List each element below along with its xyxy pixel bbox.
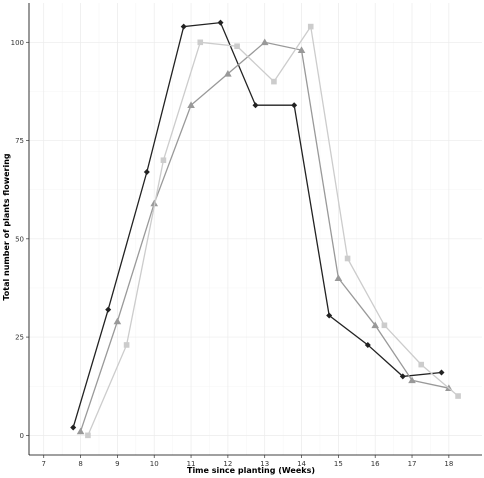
series-3-point xyxy=(160,157,167,164)
x-tick-label: 14 xyxy=(297,460,306,468)
y-tick-label: 25 xyxy=(15,334,24,342)
series-1 xyxy=(70,19,445,431)
series-1-point xyxy=(105,306,112,313)
y-tick-label: 75 xyxy=(15,137,24,145)
series-2-point xyxy=(371,321,379,329)
series-3-point xyxy=(234,43,240,50)
y-axis-ticks: 0 25 50 75 100 xyxy=(11,39,29,440)
series-1-point xyxy=(399,373,406,380)
series-2-point xyxy=(260,38,269,46)
x-tick-label: 16 xyxy=(371,460,380,468)
series-2-point xyxy=(297,46,306,54)
series-3-point xyxy=(123,342,130,348)
x-tick-label: 10 xyxy=(150,460,159,468)
y-tick-label: 50 xyxy=(15,235,24,243)
x-tick-label: 8 xyxy=(78,460,82,468)
x-tick-label: 12 xyxy=(223,460,232,468)
series-3 xyxy=(85,23,461,439)
series-2-point xyxy=(187,101,195,109)
series-1-point xyxy=(70,424,77,431)
series-1-point xyxy=(180,23,187,30)
x-tick-label: 15 xyxy=(334,460,343,468)
series-2-point xyxy=(113,317,122,325)
x-tick-label: 13 xyxy=(260,460,269,468)
series-3-point xyxy=(85,432,91,439)
series-2-point xyxy=(408,376,416,384)
x-tick-label: 18 xyxy=(444,460,453,468)
series-1-line xyxy=(72,21,442,428)
series-2-point xyxy=(224,69,232,77)
series-3-point xyxy=(455,393,461,399)
series-2-point xyxy=(334,274,343,281)
y-tick-label: 0 xyxy=(20,432,24,440)
y-axis-title: Total number of plants flowering xyxy=(2,153,11,301)
series-1-point xyxy=(291,102,298,109)
series-3-point xyxy=(381,322,388,329)
grid xyxy=(29,3,482,455)
series-3-point xyxy=(271,78,277,85)
series-1-point xyxy=(143,169,150,176)
x-tick-label: 7 xyxy=(41,460,45,468)
axes xyxy=(28,3,482,456)
series-2-point xyxy=(76,427,85,435)
series-1-point xyxy=(438,369,445,376)
series-1-point xyxy=(252,102,259,109)
series-1-point xyxy=(217,19,224,26)
series-3-point xyxy=(307,23,314,30)
x-tick-label: 11 xyxy=(187,460,196,468)
series-3-point xyxy=(344,255,351,262)
x-tick-label: 9 xyxy=(115,460,119,468)
series-2-point xyxy=(150,199,159,207)
x-axis-ticks: 7 8 9 10 11 12 13 14 15 16 17 18 xyxy=(41,455,453,468)
x-axis-title: Time since planting (Weeks) xyxy=(187,466,315,475)
series-1-point xyxy=(326,312,333,319)
y-tick-label: 100 xyxy=(11,39,24,47)
series-1-point xyxy=(364,341,371,348)
series-3-point xyxy=(197,39,204,46)
series-3-point xyxy=(418,361,425,368)
x-tick-label: 17 xyxy=(408,460,417,468)
series xyxy=(70,19,461,439)
